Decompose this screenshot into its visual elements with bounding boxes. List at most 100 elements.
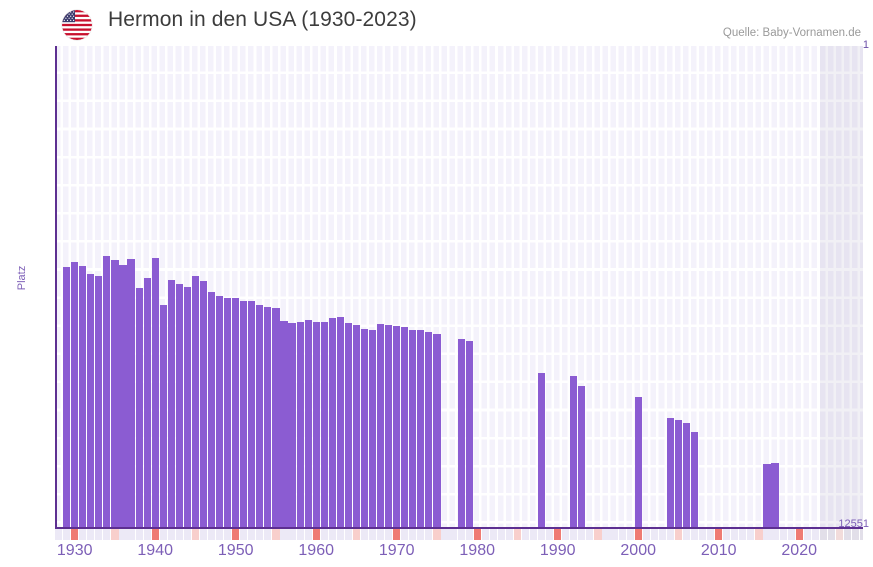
bar-1972[interactable] [409,330,417,528]
bar-1942[interactable] [167,280,175,528]
bar-2017[interactable] [771,463,779,528]
x-tick-1967 [368,529,377,540]
bar-1978[interactable] [457,339,465,528]
x-axis-tick-strip [55,529,863,540]
bar-1969[interactable] [385,325,393,528]
bar-1940[interactable] [151,258,159,528]
x-axis-label-1970: 1970 [378,542,415,559]
bar-1974[interactable] [425,332,433,528]
bar-1992[interactable] [570,376,578,528]
bar-1929[interactable] [63,267,71,528]
bar-2000[interactable] [634,397,642,528]
bar-2016[interactable] [763,464,771,528]
bar-1943[interactable] [175,284,183,528]
x-tick-1999 [626,529,634,540]
bar-1961[interactable] [320,322,328,528]
x-axis-label-1950: 1950 [217,542,254,559]
bar-1936[interactable] [119,265,127,528]
bar-1975[interactable] [433,334,441,528]
bar-2005[interactable] [674,420,683,528]
x-tick-1971 [401,529,409,540]
x-tick-1977 [449,529,457,540]
bar-1973[interactable] [417,330,425,528]
bar-1979[interactable] [465,341,473,528]
bar-1963[interactable] [336,317,344,528]
bar-1938[interactable] [135,288,143,528]
bar-1939[interactable] [143,278,151,528]
x-tick-1930 [71,529,79,540]
x-tick-1970 [393,529,401,540]
x-tick-1966 [360,529,369,540]
bar-1932[interactable] [87,274,95,528]
x-tick-1972 [409,529,417,540]
x-tick-1935 [111,529,119,540]
bar-1933[interactable] [95,276,103,528]
bar-1950[interactable] [232,298,240,528]
bar-1946[interactable] [199,281,208,528]
bar-1988[interactable] [538,373,546,528]
bar-1970[interactable] [393,326,401,528]
x-tick-1954 [264,529,272,540]
x-tick-1976 [441,529,449,540]
bar-1956[interactable] [280,321,288,528]
x-tick-1961 [320,529,328,540]
bar-1971[interactable] [401,327,409,528]
bar-1948[interactable] [216,296,224,528]
x-tick-1973 [417,529,425,540]
bar-1935[interactable] [111,260,119,528]
x-tick-1988 [538,529,546,540]
x-tick-1986 [521,529,530,540]
bar-1957[interactable] [288,323,296,528]
x-tick-1969 [385,529,393,540]
bar-1959[interactable] [304,320,312,528]
x-tick-1992 [570,529,578,540]
bar-1962[interactable] [328,318,336,528]
bar-1968[interactable] [377,324,385,528]
x-tick-2024 [827,529,835,540]
bar-2007[interactable] [690,432,699,528]
x-tick-2018 [779,529,787,540]
bar-1958[interactable] [296,322,304,528]
bar-1993[interactable] [578,386,586,528]
bar-1953[interactable] [256,305,264,528]
bar-1934[interactable] [103,256,111,528]
x-tick-1974 [425,529,433,540]
x-tick-1996 [602,529,610,540]
bar-1949[interactable] [224,298,232,528]
bar-1947[interactable] [207,292,216,528]
x-tick-1979 [465,529,473,540]
bar-2004[interactable] [666,418,674,528]
x-tick-2015 [755,529,763,540]
bar-1945[interactable] [191,276,200,528]
bar-1967[interactable] [368,330,377,528]
bar-1951[interactable] [240,301,248,528]
bar-1931[interactable] [79,266,87,528]
x-axis-label-1980: 1980 [459,542,495,559]
x-tick-1949 [224,529,232,540]
bar-1944[interactable] [183,287,191,528]
bar-1941[interactable] [159,305,167,528]
x-tick-2012 [731,529,739,540]
x-tick-2023 [819,529,827,540]
x-tick-2004 [666,529,674,540]
bar-1966[interactable] [360,329,369,528]
x-axis-label-1940: 1940 [137,542,173,559]
bar-1937[interactable] [127,259,135,528]
x-tick-2010 [715,529,723,540]
x-tick-1946 [199,529,208,540]
bar-1964[interactable] [344,323,352,528]
y-axis-bottom-tick-label: 12551 [838,518,869,530]
x-tick-1997 [610,529,618,540]
bar-1930[interactable] [71,262,79,528]
bar-2006[interactable] [682,423,691,528]
x-tick-1985 [513,529,522,540]
chart-header: Hermon in den USA (1930-2023) Quelle: Ba… [0,0,873,44]
bar-1954[interactable] [264,307,272,528]
x-tick-2026 [843,529,852,540]
source-label: Quelle: Baby-Vornamen.de [722,27,861,39]
bar-1965[interactable] [352,325,361,528]
bar-1960[interactable] [312,322,320,528]
bar-1952[interactable] [248,301,256,528]
x-tick-2011 [723,529,731,540]
bar-1955[interactable] [272,308,280,528]
